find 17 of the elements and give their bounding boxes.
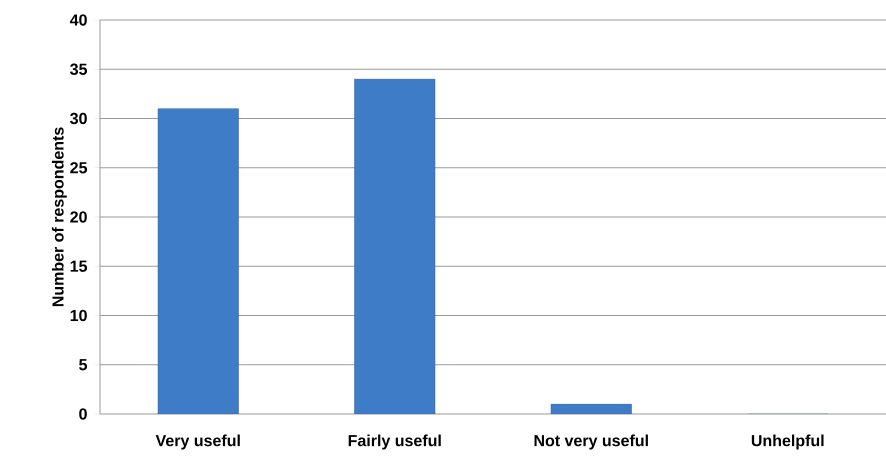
y-tick-label: 20: [70, 211, 87, 223]
y-tick-label: 30: [70, 112, 87, 124]
y-tick-label: 40: [70, 14, 87, 26]
y-tick-label: 25: [70, 162, 88, 174]
bar: [354, 78, 436, 414]
bar: [550, 404, 632, 414]
x-tick-label: Fairly useful: [348, 434, 441, 450]
y-tick-label: 10: [70, 310, 87, 322]
bar: [158, 108, 239, 414]
x-tick-label: Unhelpful: [752, 434, 824, 450]
x-tick-label: Not very useful: [534, 434, 648, 450]
y-tick-label: 0: [79, 408, 87, 420]
y-tick-label: 5: [79, 359, 88, 370]
y-tick-label: 15: [70, 260, 88, 272]
y-axis-title: Number of respondents: [52, 127, 67, 306]
x-tick-label: Very useful: [156, 434, 240, 450]
y-tick-label: 35: [70, 64, 88, 75]
